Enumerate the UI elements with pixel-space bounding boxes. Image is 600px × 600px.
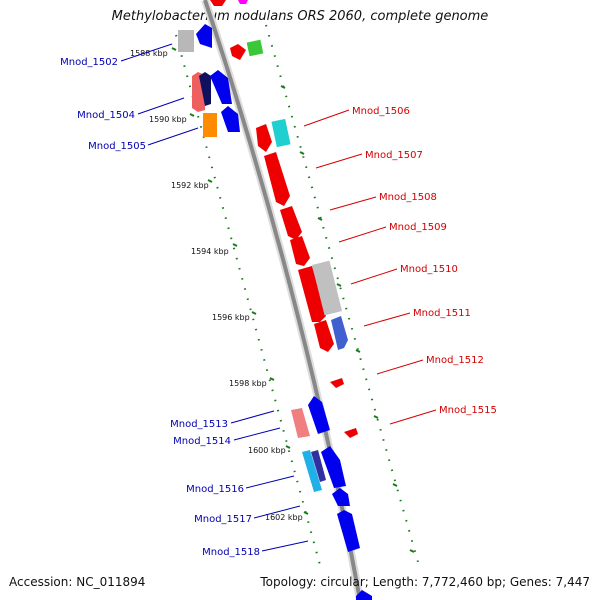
gene-arrow <box>344 428 358 438</box>
gene-block <box>178 30 194 52</box>
gene-arrow <box>230 44 246 60</box>
gene-arrow <box>330 378 344 388</box>
gene-label-mnod-1507[interactable]: Mnod_1507 <box>365 150 423 161</box>
gene-arrow <box>291 408 310 438</box>
gene-label-mnod-1517[interactable]: Mnod_1517 <box>194 514 252 525</box>
outer-major-ticks <box>280 85 415 553</box>
gene-label-mnod-1502[interactable]: Mnod_1502 <box>60 57 118 68</box>
accession-text: Accession: NC_011894 <box>9 575 146 589</box>
gene-label-mnod-1505[interactable]: Mnod_1505 <box>88 141 146 152</box>
reverse-leader-lines <box>120 43 309 552</box>
forward-gene-labels: Mnod_1506 Mnod_1507 Mnod_1508 Mnod_1509 … <box>352 106 497 416</box>
reverse-gene-blocks <box>178 24 372 600</box>
gene-arrow <box>221 106 240 132</box>
tick-label: 1596 kbp <box>212 313 250 322</box>
gene-label-mnod-1513[interactable]: Mnod_1513 <box>170 419 228 430</box>
gene-label-mnod-1514[interactable]: Mnod_1514 <box>173 436 231 447</box>
reverse-gene-labels: Mnod_1502 Mnod_1504 Mnod_1505 Mnod_1513 … <box>60 57 260 558</box>
gene-label-mnod-1511[interactable]: Mnod_1511 <box>413 308 471 319</box>
gene-label-mnod-1512[interactable]: Mnod_1512 <box>426 355 484 366</box>
tick-label: 1602 kbp <box>265 513 303 522</box>
tick-label: 1590 kbp <box>149 115 187 124</box>
gene-label-mnod-1510[interactable]: Mnod_1510 <box>400 264 458 275</box>
kbp-tick-labels: 1588 kbp 1590 kbp 1592 kbp 1594 kbp 1596… <box>130 49 303 522</box>
gene-arrow <box>280 206 302 240</box>
tick-label: 1588 kbp <box>130 49 168 58</box>
forward-leader-lines <box>303 109 437 425</box>
gene-arrow <box>210 70 232 104</box>
gene-arrow <box>356 590 372 600</box>
gene-block <box>203 113 217 137</box>
gene-label-mnod-1506[interactable]: Mnod_1506 <box>352 106 410 117</box>
tick-label: 1592 kbp <box>171 181 209 190</box>
inner-major-ticks <box>171 47 309 515</box>
gene-arrow <box>302 450 322 492</box>
gene-label-mnod-1508[interactable]: Mnod_1508 <box>379 192 437 203</box>
gene-block <box>311 260 343 316</box>
gene-arrow <box>321 446 346 488</box>
topology-text: Topology: circular; Length: 7,772,460 bp… <box>260 575 590 589</box>
gene-arrow <box>196 24 212 48</box>
gene-arrow <box>311 450 326 482</box>
gene-arrow <box>331 316 348 350</box>
gene-arrow <box>238 0 248 4</box>
gene-label-mnod-1516[interactable]: Mnod_1516 <box>186 484 244 495</box>
tick-label: 1598 kbp <box>229 379 267 388</box>
gene-arrow <box>290 236 310 266</box>
gene-label-mnod-1509[interactable]: Mnod_1509 <box>389 222 447 233</box>
gene-arrow <box>332 488 350 506</box>
gene-arrow <box>199 72 211 106</box>
gene-arrow <box>264 152 290 206</box>
gene-arrow <box>308 396 330 434</box>
tick-label: 1594 kbp <box>191 247 229 256</box>
gene-arrow <box>314 320 334 352</box>
gene-arrow <box>337 510 360 552</box>
gene-arrow <box>298 266 326 322</box>
gene-arrow <box>210 0 226 6</box>
gene-label-mnod-1518[interactable]: Mnod_1518 <box>202 547 260 558</box>
gene-label-mnod-1515[interactable]: Mnod_1515 <box>439 405 497 416</box>
tick-label: 1600 kbp <box>248 446 286 455</box>
gene-block <box>246 39 264 57</box>
gene-arrow <box>256 124 272 152</box>
forward-gene-blocks <box>210 0 358 438</box>
gene-block <box>271 118 291 148</box>
gene-label-mnod-1504[interactable]: Mnod_1504 <box>77 110 135 121</box>
